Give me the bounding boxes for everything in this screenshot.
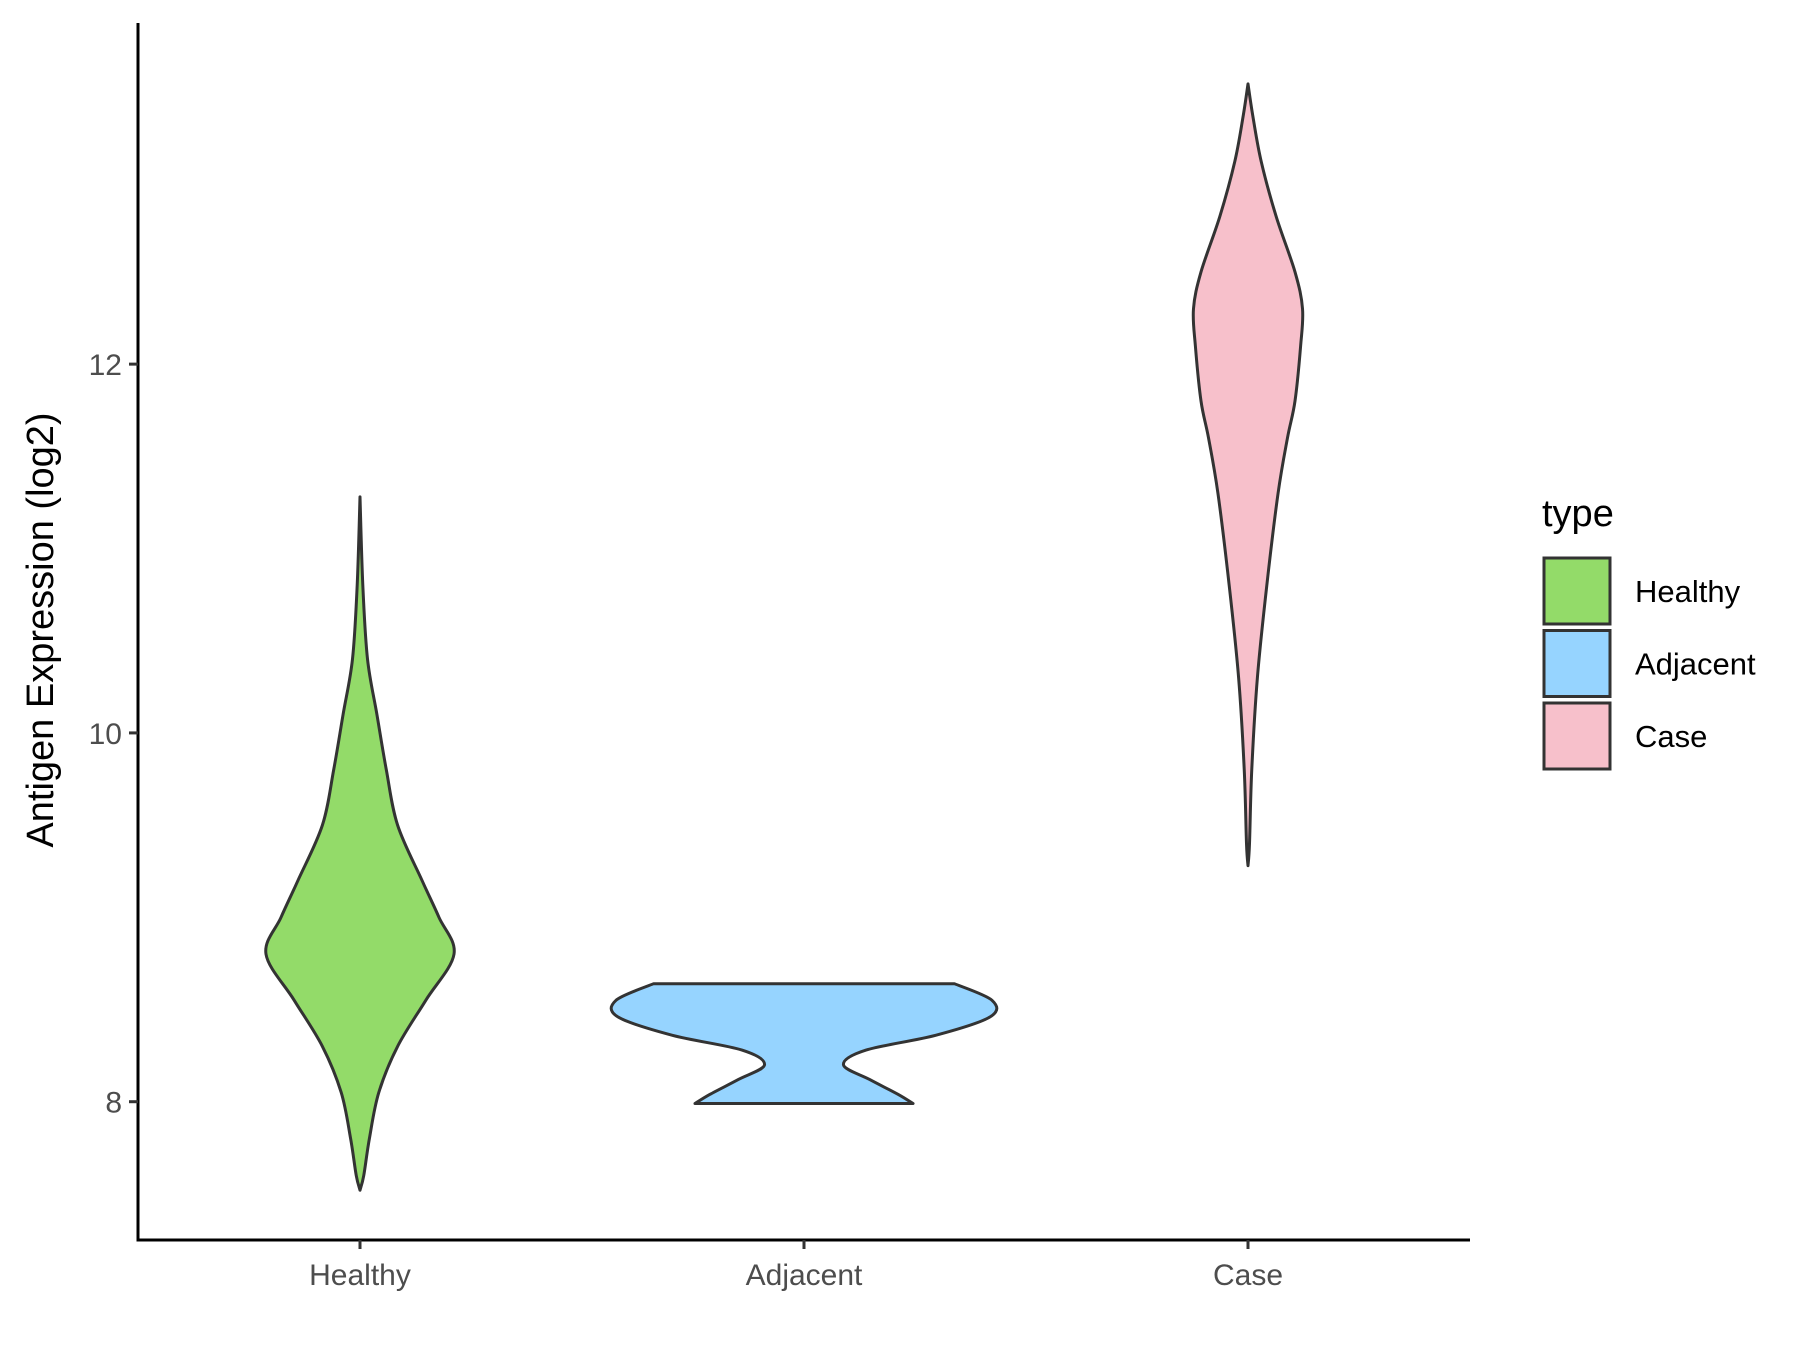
plot-area <box>264 82 1305 1192</box>
x-tick-label: Case <box>1213 1259 1283 1292</box>
legend-key-case <box>1542 701 1612 771</box>
legend-label-healthy: Healthy <box>1635 574 1741 609</box>
legend-label-adjacent: Adjacent <box>1635 647 1756 682</box>
violin-healthy <box>264 495 456 1192</box>
legend-title: type <box>1542 493 1614 535</box>
y-tick-label: 10 <box>89 718 122 751</box>
x-tick-label: Adjacent <box>746 1259 863 1292</box>
legend: type Healthy Adjacent Case <box>1542 493 1756 771</box>
legend-key-adjacent <box>1542 629 1612 698</box>
violin-adjacent <box>609 982 999 1106</box>
tick-labels: 8 10 12 Healthy Adjacent Case <box>89 349 1283 1292</box>
legend-key-healthy <box>1542 556 1612 626</box>
violin-case <box>1191 82 1305 868</box>
legend-label-case: Case <box>1635 719 1707 754</box>
y-tick-label: 12 <box>89 349 122 382</box>
x-tick-label: Healthy <box>309 1259 411 1292</box>
y-axis-title: Antigen Expression (log2) <box>20 412 62 847</box>
y-tick-label: 8 <box>105 1087 122 1120</box>
